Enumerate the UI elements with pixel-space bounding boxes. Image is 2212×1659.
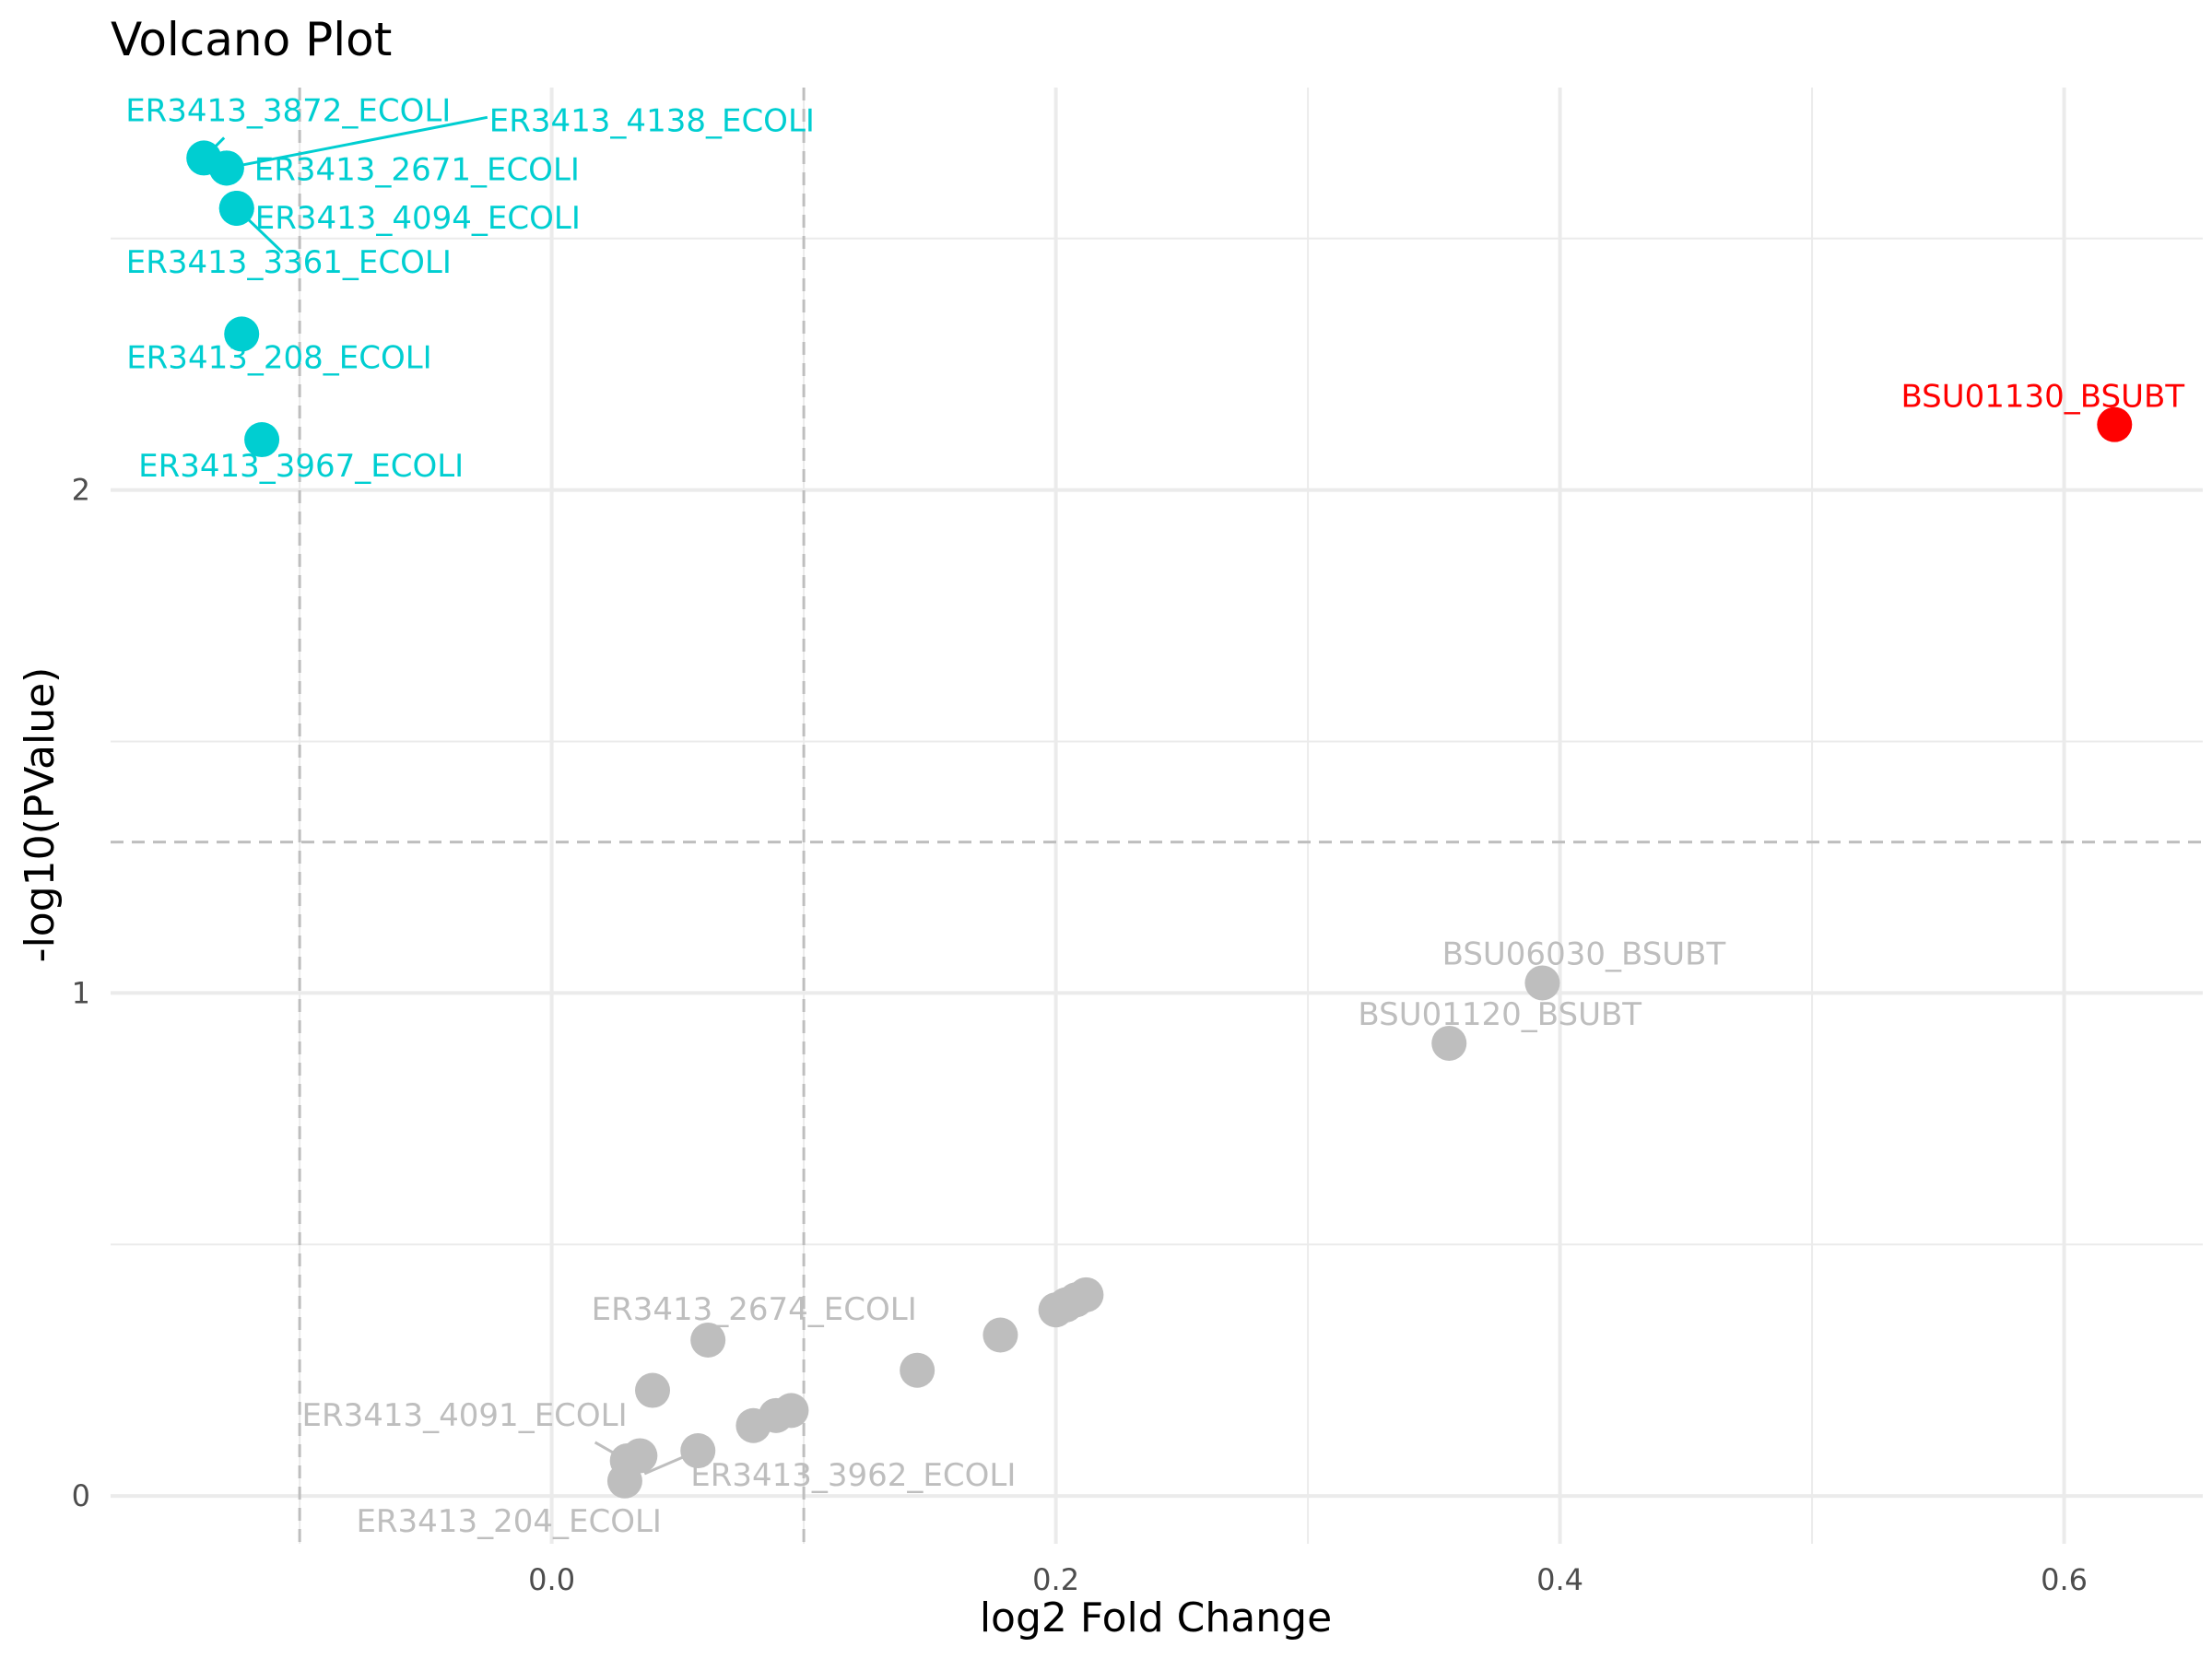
point-label: ER3413_3361_ECOLI [126,244,452,281]
data-point [900,1352,935,1388]
point-label: ER3413_2674_ECOLI [592,1291,917,1328]
label-leader-lines [203,115,699,1476]
y-tick-label: 0 [72,1478,90,1513]
point-label: ER3413_2671_ECOLI [254,151,580,188]
x-axis-title: log2 Fold Change [980,1594,1332,1641]
point-label: BSU01120_BSUBT [1358,996,1641,1033]
y-axis-title: -log10(PValue) [17,667,64,963]
point-label: ER3413_3872_ECOLI [125,92,451,129]
data-point [218,190,254,226]
data-point [680,1433,716,1469]
data-point [2097,406,2133,442]
x-tick-label: 0.0 [528,1562,575,1597]
data-point [635,1372,671,1408]
data-point [1524,965,1560,1001]
point-label: ER3413_4094_ECOLI [255,200,581,237]
point-label: BSU06030_BSUBT [1442,935,1726,972]
x-tick-label: 0.2 [1032,1562,1079,1597]
data-point [773,1393,809,1429]
point-label: ER3413_3967_ECOLI [138,448,464,485]
x-tick-label: 0.6 [2041,1562,2088,1597]
data-point [224,316,260,352]
point-label: ER3413_3962_ECOLI [690,1457,1016,1494]
data-point [982,1317,1018,1353]
data-point [606,1463,642,1499]
point-label: ER3413_4138_ECOLI [489,102,815,139]
data-point [244,422,280,458]
point-label: ER3413_4091_ECOLI [302,1397,628,1434]
data-point [690,1322,726,1358]
data-point [622,1438,658,1474]
grid-lines [111,88,2203,1544]
data-point [1431,1025,1467,1061]
x-tick-label: 0.4 [1536,1562,1583,1597]
y-tick-label: 1 [72,975,90,1010]
tick-labels: 0.0 0.2 0.4 0.6 0 1 2 [72,473,2088,1597]
leader-line [226,115,488,170]
data-points [186,140,2133,1499]
point-label: ER3413_204_ECOLI [356,1503,661,1540]
data-point [1068,1277,1104,1312]
point-label: BSU01130_BSUBT [1900,379,2184,416]
point-labels: ER3413_3872_ECOLI ER3413_4138_ECOLI ER3413… [125,92,2184,1539]
chart-title: Volcano Plot [111,13,392,66]
y-tick-label: 2 [72,473,90,508]
point-label: ER3413_208_ECOLI [126,339,431,376]
threshold-lines [111,88,2203,1544]
data-point [208,150,244,186]
